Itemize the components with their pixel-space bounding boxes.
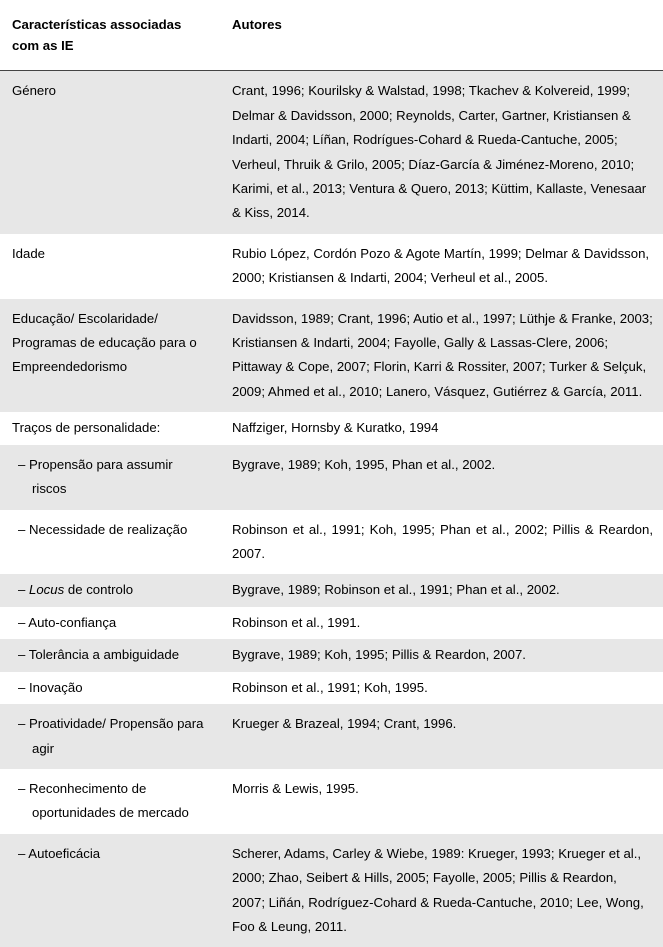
- cell-authors: Bygrave, 1989; Koh, 1995; Pillis & Reard…: [220, 639, 663, 671]
- table-row: Propensão para assumir riscos Bygrave, 1…: [0, 445, 663, 510]
- trait-label-rest: de controlo: [64, 582, 133, 597]
- cell-characteristic: Género: [0, 71, 220, 234]
- trait-label: Autoeficácia: [12, 842, 210, 866]
- trait-label: Reconhecimento de oportunidades de merca…: [12, 777, 210, 826]
- table-row: Traços de personalidade: Naffziger, Horn…: [0, 412, 663, 444]
- header-col-characteristics: Características associadas com as IE: [0, 4, 220, 71]
- cell-authors: Robinson et al., 1991; Koh, 1995; Phan e…: [220, 510, 663, 575]
- cell-characteristic: Traços de personalidade:: [0, 412, 220, 444]
- trait-label: Tolerância a ambiguidade: [12, 643, 210, 667]
- cell-characteristic: Educação/ Escolaridade/ Programas de edu…: [0, 299, 220, 413]
- cell-trait: Reconhecimento de oportunidades de merca…: [0, 769, 220, 834]
- table-header-row: Características associadas com as IE Aut…: [0, 4, 663, 71]
- cell-trait: Inovação: [0, 672, 220, 704]
- trait-label: Propensão para assumir riscos: [12, 453, 210, 502]
- cell-authors: Rubio López, Cordón Pozo & Agote Martín,…: [220, 234, 663, 299]
- cell-authors: Crant, 1996; Kourilsky & Walstad, 1998; …: [220, 71, 663, 234]
- header-col-authors: Autores: [220, 4, 663, 71]
- cell-authors: Robinson et al., 1991; Koh, 1995.: [220, 672, 663, 704]
- cell-trait: Necessidade de realização: [0, 510, 220, 575]
- trait-label: Proatividade/ Propensão para agir: [12, 712, 210, 761]
- table-row: Reconhecimento de oportunidades de merca…: [0, 769, 663, 834]
- cell-trait: Locus de controlo: [0, 574, 220, 606]
- cell-trait: Propensão para assumir riscos: [0, 445, 220, 510]
- table-row: Necessidade de realização Robinson et al…: [0, 510, 663, 575]
- table-row: Autoeficácia Scherer, Adams, Carley & Wi…: [0, 834, 663, 947]
- cell-trait: Autoeficácia: [0, 834, 220, 947]
- cell-authors: Bygrave, 1989; Koh, 1995, Phan et al., 2…: [220, 445, 663, 510]
- table-row: Género Crant, 1996; Kourilsky & Walstad,…: [0, 71, 663, 234]
- cell-authors: Davidsson, 1989; Crant, 1996; Autio et a…: [220, 299, 663, 413]
- page: Características associadas com as IE Aut…: [0, 0, 663, 947]
- table-row: Tolerância a ambiguidade Bygrave, 1989; …: [0, 639, 663, 671]
- table-row: Proatividade/ Propensão para agir Kruege…: [0, 704, 663, 769]
- trait-label: Necessidade de realização: [12, 518, 210, 542]
- cell-authors: Krueger & Brazeal, 1994; Crant, 1996.: [220, 704, 663, 769]
- cell-authors: Naffziger, Hornsby & Kuratko, 1994: [220, 412, 663, 444]
- cell-authors: Robinson et al., 1991.: [220, 607, 663, 639]
- cell-authors: Morris & Lewis, 1995.: [220, 769, 663, 834]
- trait-label: Locus de controlo: [12, 578, 210, 602]
- table-row: Locus de controlo Bygrave, 1989; Robinso…: [0, 574, 663, 606]
- trait-label-italic: Locus: [29, 582, 64, 597]
- table-row: Inovação Robinson et al., 1991; Koh, 199…: [0, 672, 663, 704]
- cell-authors: Bygrave, 1989; Robinson et al., 1991; Ph…: [220, 574, 663, 606]
- characteristics-table: Características associadas com as IE Aut…: [0, 4, 663, 947]
- cell-trait: Proatividade/ Propensão para agir: [0, 704, 220, 769]
- trait-label: Auto-confiança: [12, 611, 210, 635]
- cell-characteristic: Idade: [0, 234, 220, 299]
- table-row: Auto-confiança Robinson et al., 1991.: [0, 607, 663, 639]
- cell-trait: Tolerância a ambiguidade: [0, 639, 220, 671]
- cell-authors: Scherer, Adams, Carley & Wiebe, 1989: Kr…: [220, 834, 663, 947]
- table-row: Educação/ Escolaridade/ Programas de edu…: [0, 299, 663, 413]
- trait-label: Inovação: [12, 676, 210, 700]
- cell-trait: Auto-confiança: [0, 607, 220, 639]
- table-row: Idade Rubio López, Cordón Pozo & Agote M…: [0, 234, 663, 299]
